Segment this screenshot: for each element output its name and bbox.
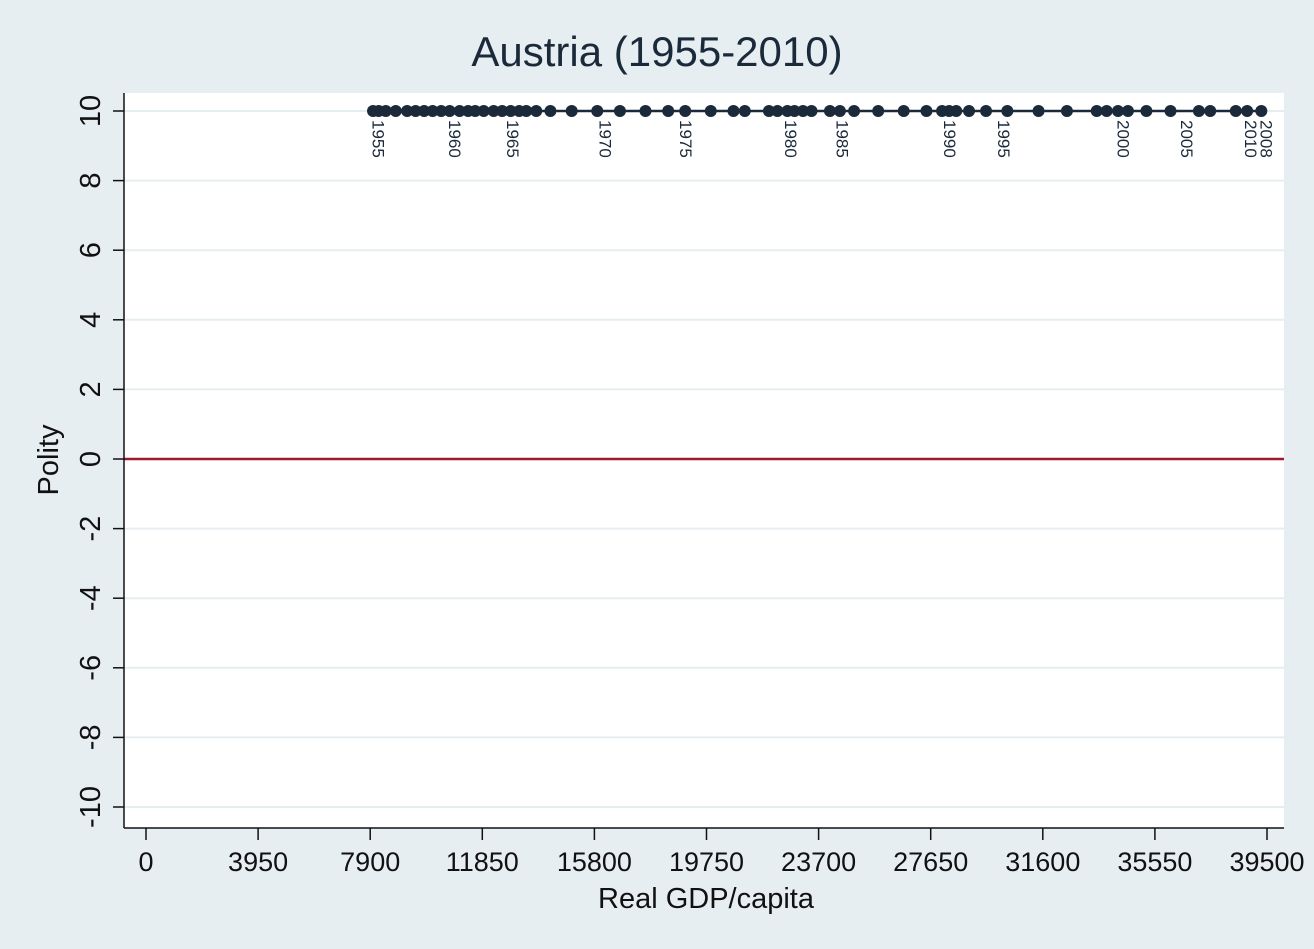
data-point (487, 105, 500, 117)
data-point (1060, 105, 1073, 117)
data-point (727, 105, 740, 117)
x-tick-label: 3950 (228, 847, 288, 877)
x-tick-label: 39500 (1229, 847, 1304, 877)
data-point (496, 105, 509, 117)
data-point (1241, 105, 1254, 117)
x-tick-label: 7900 (340, 847, 400, 877)
data-point (823, 105, 836, 117)
year-label: 2010 (1241, 120, 1260, 158)
data-point (426, 105, 439, 117)
x-tick-label: 23700 (781, 847, 856, 877)
data-point (418, 105, 431, 117)
y-axis-title: Polity (33, 424, 65, 495)
year-label: 2000 (1113, 120, 1132, 158)
data-point (1192, 105, 1205, 117)
data-point (848, 105, 861, 117)
data-point (1100, 105, 1113, 117)
y-tick-label: 6 (75, 242, 107, 258)
x-tick-label: 11850 (446, 847, 519, 877)
data-point (565, 105, 578, 117)
year-label: 2005 (1177, 120, 1196, 158)
x-tick-label: 31600 (1005, 847, 1080, 877)
year-label: 1995 (994, 120, 1013, 158)
x-tick-label: 27650 (893, 847, 968, 877)
year-label: 1955 (368, 120, 387, 158)
data-point (704, 105, 717, 117)
y-tick-label: 10 (75, 95, 107, 127)
y-tick-label: -8 (75, 725, 107, 751)
data-point (980, 105, 993, 117)
axes-group: -10 -8 -6 -4 -2 0 2 4 6 8 10 0 3950 7900 11850 15800 197… (75, 93, 1305, 877)
data-point (1204, 105, 1217, 117)
data-point (920, 105, 933, 117)
year-label: 1970 (595, 120, 614, 158)
data-point (1164, 105, 1177, 117)
data-point (379, 105, 392, 117)
data-point (1229, 105, 1242, 117)
data-point (1001, 105, 1014, 117)
data-point (796, 105, 809, 117)
data-point (1112, 105, 1125, 117)
y-tick-label: 0 (75, 451, 107, 467)
data-point (409, 105, 422, 117)
y-tick-label: 4 (75, 312, 107, 328)
data-point (504, 105, 517, 117)
data-point (788, 105, 801, 117)
x-axis-title: Real GDP/capita (598, 883, 815, 915)
year-label: 1985 (832, 120, 851, 158)
data-point (401, 105, 414, 117)
x-tick-label: 0 (138, 847, 153, 877)
data-point (469, 105, 482, 117)
data-point (1255, 105, 1268, 117)
data-point (1121, 105, 1134, 117)
year-label: 1975 (676, 120, 695, 158)
year-label: 1990 (940, 120, 959, 158)
data-point (1140, 105, 1153, 117)
data-point (738, 105, 751, 117)
data-point (591, 105, 604, 117)
data-point (1032, 105, 1045, 117)
y-tick-label: 8 (75, 173, 107, 189)
y-tick-label: -4 (75, 585, 107, 611)
data-point (453, 105, 466, 117)
data-point (477, 105, 490, 117)
x-tick-label: 19750 (669, 847, 744, 877)
data-point (639, 105, 652, 117)
plot-area (124, 93, 1284, 828)
data-point (613, 105, 626, 117)
data-point (872, 105, 885, 117)
data-point (963, 105, 976, 117)
data-point (833, 105, 846, 117)
x-tick-label: 35550 (1117, 847, 1192, 877)
y-tick-label: 2 (75, 381, 107, 397)
data-point (1090, 105, 1103, 117)
data-point (520, 105, 533, 117)
data-point (762, 105, 775, 117)
y-tick-label: -10 (75, 786, 107, 828)
data-point (389, 105, 402, 117)
year-label: 1980 (781, 120, 800, 158)
year-label: 1960 (445, 120, 464, 158)
x-tick-label: 15800 (557, 847, 632, 877)
series-group (367, 105, 1268, 117)
data-point (771, 105, 784, 117)
y-tick-label: -6 (75, 655, 107, 681)
data-point (805, 105, 818, 117)
data-point (544, 105, 557, 117)
data-point (950, 105, 963, 117)
data-point (679, 105, 692, 117)
point-label-group: 1955 1960 1965 1970 1975 1980 1985 1990 1995 2000… (368, 120, 1275, 158)
data-point (435, 105, 448, 117)
data-point (443, 105, 456, 117)
chart-title: Austria (1955-2010) (471, 28, 843, 75)
y-tick-label: -2 (75, 516, 107, 542)
year-label: 2008 (1257, 120, 1276, 158)
data-point (662, 105, 675, 117)
year-label: 1965 (503, 120, 522, 158)
data-point (897, 105, 910, 117)
data-point (530, 105, 543, 117)
